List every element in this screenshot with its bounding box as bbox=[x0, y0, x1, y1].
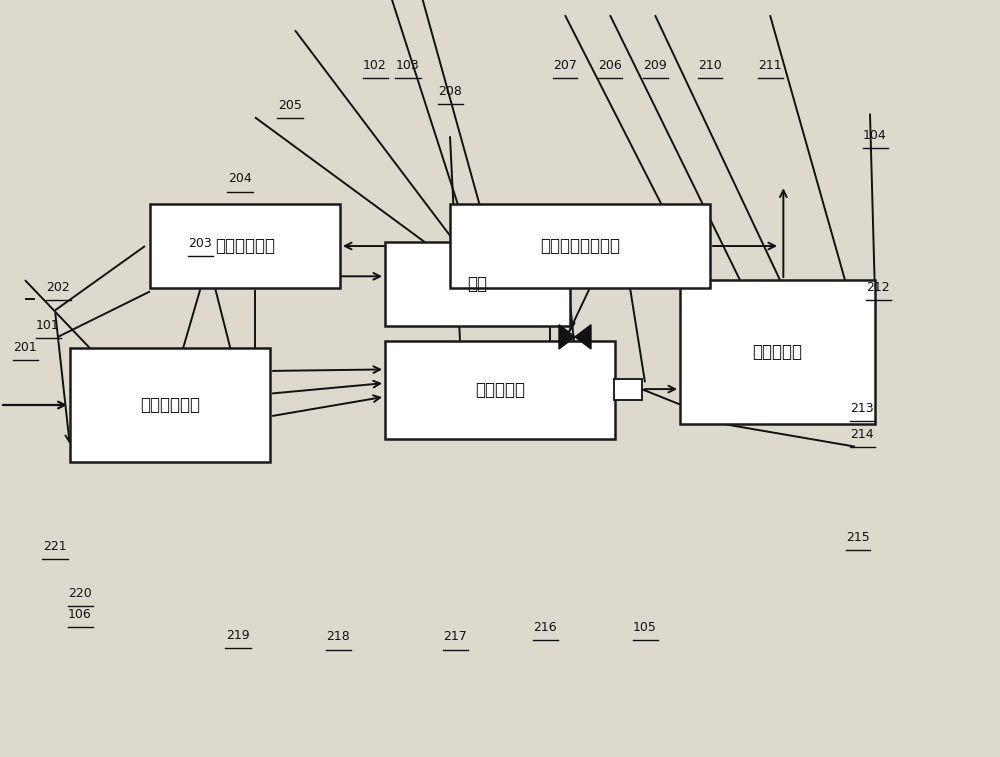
Text: 217: 217 bbox=[443, 631, 467, 643]
Text: 220: 220 bbox=[68, 587, 92, 600]
Polygon shape bbox=[559, 325, 575, 349]
Text: 风机: 风机 bbox=[468, 275, 488, 293]
Text: 204: 204 bbox=[228, 173, 252, 185]
Text: 219: 219 bbox=[226, 629, 250, 642]
Text: 216: 216 bbox=[533, 621, 557, 634]
Text: 221: 221 bbox=[43, 540, 67, 553]
Text: 油水分离装置: 油水分离装置 bbox=[215, 237, 275, 255]
Bar bbox=[70, 348, 270, 462]
Text: 104: 104 bbox=[863, 129, 887, 142]
Text: 106: 106 bbox=[68, 608, 92, 621]
Text: 207: 207 bbox=[553, 59, 577, 72]
Bar bbox=[614, 378, 642, 400]
Text: 破乃沉渣过滤装置: 破乃沉渣过滤装置 bbox=[540, 237, 620, 255]
Text: 212: 212 bbox=[866, 281, 890, 294]
Text: 油水乃化装置: 油水乃化装置 bbox=[140, 396, 200, 414]
Text: 206: 206 bbox=[598, 59, 622, 72]
Text: 209: 209 bbox=[643, 59, 667, 72]
Text: 210: 210 bbox=[698, 59, 722, 72]
Text: 201: 201 bbox=[13, 341, 37, 354]
Text: 101: 101 bbox=[36, 319, 60, 332]
Text: 103: 103 bbox=[396, 59, 420, 72]
Text: 洗涤吸收塔: 洗涤吸收塔 bbox=[753, 343, 803, 361]
Bar bbox=[450, 204, 710, 288]
Text: 202: 202 bbox=[46, 281, 70, 294]
Text: 208: 208 bbox=[438, 86, 462, 98]
Text: 214: 214 bbox=[850, 428, 874, 441]
Bar bbox=[150, 204, 340, 288]
Text: 203: 203 bbox=[188, 237, 212, 250]
Text: 215: 215 bbox=[846, 531, 870, 544]
Bar bbox=[680, 280, 875, 424]
Text: 乃化液储罐: 乃化液储罐 bbox=[475, 381, 525, 399]
Polygon shape bbox=[575, 325, 591, 349]
Text: 211: 211 bbox=[758, 59, 782, 72]
Text: 102: 102 bbox=[363, 59, 387, 72]
Text: 213: 213 bbox=[850, 402, 874, 415]
Text: 218: 218 bbox=[326, 631, 350, 643]
Bar bbox=[385, 242, 570, 326]
Bar bbox=[385, 341, 615, 439]
Text: 205: 205 bbox=[278, 99, 302, 112]
Text: 105: 105 bbox=[633, 621, 657, 634]
